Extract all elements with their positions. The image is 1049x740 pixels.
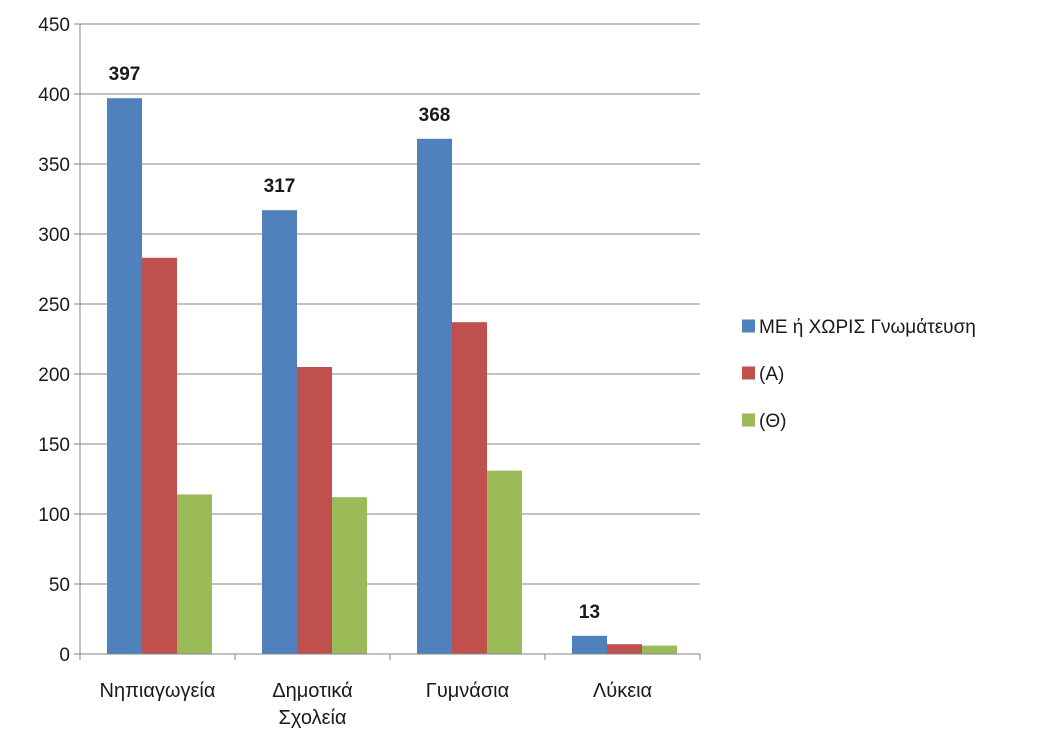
data-labels: 397 317 368 13 [109, 64, 600, 623]
bar-3-1 [177, 494, 212, 654]
legend-label: (Θ) [759, 411, 786, 432]
legend-swatch [742, 366, 755, 380]
legend-swatch [742, 413, 755, 427]
y-tick-label: 50 [49, 575, 70, 596]
legend-label: ΜΕ ή ΧΩΡΙΣ Γνωμάτευση [759, 317, 976, 338]
data-label: 13 [579, 602, 600, 623]
x-category-label: Λύκεια [593, 680, 652, 702]
bar-1-4 [572, 635, 607, 654]
y-tick-label: 400 [38, 85, 70, 106]
legend: ΜΕ ή ΧΩΡΙΣ Γνωμάτευση (Α) (Θ) [742, 317, 976, 432]
data-label: 397 [109, 64, 141, 85]
bar-1-1 [107, 98, 142, 654]
bar-2-4 [607, 644, 642, 654]
bar-1-2 [262, 210, 297, 654]
bar-3-4 [642, 645, 677, 654]
x-category-label: Σχολεία [279, 707, 347, 729]
bar-2-2 [297, 367, 332, 654]
bar-3-2 [332, 497, 367, 654]
bar-2-1 [142, 257, 177, 654]
y-tick-label: 450 [38, 15, 70, 36]
data-label: 368 [419, 105, 451, 126]
legend-swatch [742, 319, 755, 333]
x-category-label: Δημοτικά [272, 680, 353, 702]
legend-label: (Α) [759, 364, 784, 385]
y-tick-label: 300 [38, 225, 70, 246]
bars [107, 98, 677, 655]
bar-3-3 [487, 470, 522, 654]
y-tick-label: 100 [38, 505, 70, 526]
y-tick-label: 350 [38, 155, 70, 176]
y-tick-label: 0 [59, 645, 70, 666]
y-tick-label: 150 [38, 435, 70, 456]
bar-2-3 [452, 322, 487, 654]
x-category-labels: Νηπιαγωγεία Δημοτικά Σχολεία Γυμνάσια Λύκεια [100, 680, 653, 729]
y-tick-labels: 0 50 100 150 200 250 300 350 400 450 [38, 15, 70, 666]
y-tick-label: 200 [38, 365, 70, 386]
axes [74, 23, 701, 660]
data-label: 317 [264, 176, 296, 197]
x-category-label: Γυμνάσια [426, 680, 509, 702]
y-tick-label: 250 [38, 295, 70, 316]
x-category-label: Νηπιαγωγεία [100, 680, 216, 702]
bar-1-3 [417, 138, 452, 655]
